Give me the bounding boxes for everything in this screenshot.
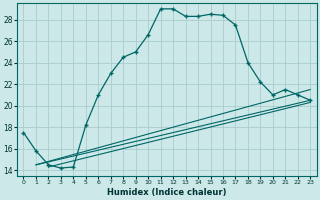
X-axis label: Humidex (Indice chaleur): Humidex (Indice chaleur) [107, 188, 227, 197]
